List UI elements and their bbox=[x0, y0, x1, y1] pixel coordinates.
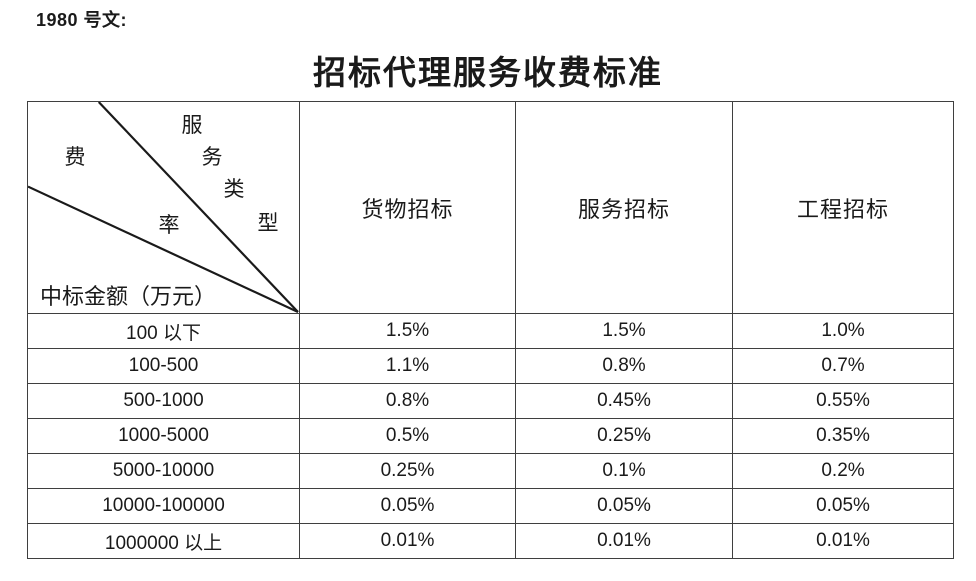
diagonal-corner-cell: 服 务 类 型 费 率 中标金额（万元） bbox=[27, 101, 300, 314]
table-header-row: 服 务 类 型 费 率 中标金额（万元） 货物招标 服务招标 工程招标 bbox=[27, 101, 954, 314]
page-title: 招标代理服务收费标准 bbox=[313, 56, 663, 92]
row-axis-label: 中标金额（万元） bbox=[40, 284, 217, 309]
table-row: 1000000 以上 0.01% 0.01% 0.01% bbox=[27, 523, 954, 559]
rate-cell: 0.05% bbox=[299, 488, 516, 524]
rate-cell: 0.01% bbox=[299, 523, 516, 559]
rate-cell: 0.8% bbox=[515, 348, 733, 384]
rate-cell: 0.45% bbox=[515, 383, 733, 419]
amount-range-cell: 100-500 bbox=[27, 348, 300, 384]
rate-cell: 0.2% bbox=[732, 453, 954, 489]
rate-cell: 0.05% bbox=[732, 488, 954, 524]
amount-range-cell: 1000-5000 bbox=[27, 418, 300, 454]
amount-range-cell: 1000000 以上 bbox=[27, 523, 300, 559]
rate-cell: 1.5% bbox=[299, 313, 516, 349]
amount-range-cell: 10000-100000 bbox=[27, 488, 300, 524]
rate-cell: 0.7% bbox=[732, 348, 954, 384]
rate-cell: 0.5% bbox=[299, 418, 516, 454]
fee-standard-table: 服 务 类 型 费 率 中标金额（万元） 货物招标 服务招标 工程招标 100 … bbox=[27, 101, 954, 559]
rate-cell: 0.05% bbox=[515, 488, 733, 524]
table-row: 1000-5000 0.5% 0.25% 0.35% bbox=[27, 418, 954, 454]
table-row: 100-500 1.1% 0.8% 0.7% bbox=[27, 348, 954, 384]
corner-service-type-char: 型 bbox=[257, 211, 279, 235]
rate-cell: 0.1% bbox=[515, 453, 733, 489]
rate-cell: 0.01% bbox=[515, 523, 733, 559]
column-header-engineering: 工程招标 bbox=[732, 101, 954, 314]
corner-fee-rate-char: 率 bbox=[158, 213, 180, 237]
amount-range-cell: 500-1000 bbox=[27, 383, 300, 419]
table-row: 100 以下 1.5% 1.5% 1.0% bbox=[27, 313, 954, 349]
corner-service-type-char: 务 bbox=[201, 145, 223, 169]
rate-cell: 0.25% bbox=[299, 453, 516, 489]
table-row: 5000-10000 0.25% 0.1% 0.2% bbox=[27, 453, 954, 489]
doc-ref-label: 1980 号文: bbox=[36, 10, 128, 30]
rate-cell: 0.8% bbox=[299, 383, 516, 419]
rate-cell: 1.0% bbox=[732, 313, 954, 349]
corner-service-type-char: 类 bbox=[223, 177, 245, 201]
corner-fee-rate-char: 费 bbox=[64, 145, 86, 169]
rate-cell: 1.1% bbox=[299, 348, 516, 384]
table-row: 10000-100000 0.05% 0.05% 0.05% bbox=[27, 488, 954, 524]
rate-cell: 1.5% bbox=[515, 313, 733, 349]
amount-range-cell: 5000-10000 bbox=[27, 453, 300, 489]
diagonal-divider-lines bbox=[28, 102, 299, 313]
rate-cell: 0.35% bbox=[732, 418, 954, 454]
amount-range-cell: 100 以下 bbox=[27, 313, 300, 349]
rate-cell: 0.25% bbox=[515, 418, 733, 454]
rate-cell: 0.55% bbox=[732, 383, 954, 419]
table-row: 500-1000 0.8% 0.45% 0.55% bbox=[27, 383, 954, 419]
rate-cell: 0.01% bbox=[732, 523, 954, 559]
column-header-goods: 货物招标 bbox=[299, 101, 516, 314]
corner-service-type-char: 服 bbox=[181, 113, 203, 137]
column-header-service: 服务招标 bbox=[515, 101, 733, 314]
